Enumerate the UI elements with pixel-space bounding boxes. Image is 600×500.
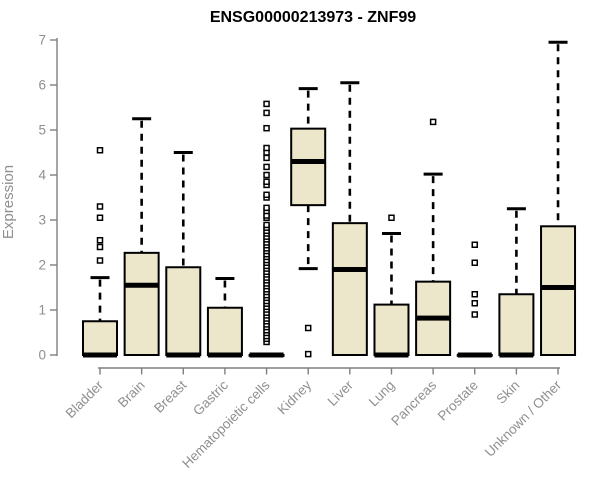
boxplot-group-liver (331, 81, 368, 356)
y-tick-label: 2 (38, 258, 46, 273)
boxplot-group-kidney (290, 87, 327, 358)
box (290, 127, 327, 207)
outlier-point (263, 163, 270, 171)
x-category-label-prostate: Prostate (435, 378, 481, 424)
median-line (332, 267, 367, 272)
outlier-point (263, 100, 270, 108)
y-tick-label: 6 (38, 78, 46, 93)
box (331, 222, 368, 356)
boxplot-group-pancreas (415, 118, 452, 356)
outlier-point (263, 171, 270, 179)
median-line (541, 285, 576, 290)
outlier-point (471, 300, 479, 307)
outlier-point (263, 144, 270, 152)
median-line (166, 352, 201, 358)
x-category-label-breast: Breast (151, 377, 189, 415)
boxplot-group-hematopoietic-cells (248, 100, 285, 358)
y-tick-label: 1 (38, 303, 46, 318)
median-line (83, 352, 117, 358)
median-line (499, 352, 534, 358)
x-category-label-pancreas: Pancreas (388, 377, 439, 428)
outlier-point (96, 237, 104, 244)
median-line (207, 352, 242, 358)
outlier-point (263, 109, 270, 117)
outlier-point (263, 204, 270, 212)
x-category-label-kidney: Kidney (275, 377, 315, 417)
box (498, 293, 535, 356)
boxplot-group-gastric (206, 277, 243, 358)
y-axis-label: Expression (0, 165, 17, 239)
x-category-label-liver: Liver (325, 377, 357, 409)
y-tick-label: 3 (38, 213, 46, 228)
outlier-point (96, 243, 104, 251)
x-category-label-skin: Skin (493, 378, 522, 407)
outlier-point (263, 124, 270, 132)
y-tick-label: 0 (38, 348, 46, 363)
outlier-point (471, 241, 479, 248)
outlier-point (471, 311, 479, 318)
boxplot-group-bladder (82, 147, 118, 358)
median-line (374, 352, 409, 358)
x-category-label-gastric: Gastric (190, 377, 231, 418)
y-tick-label: 5 (38, 123, 46, 138)
outlier-point (429, 118, 437, 126)
outlier-point (304, 324, 312, 332)
median-line (457, 352, 492, 358)
box (373, 303, 410, 357)
box (206, 306, 243, 356)
outlier-point (96, 257, 104, 264)
outlier-point (263, 154, 270, 162)
box (82, 320, 118, 356)
x-category-label-unknown-other: Unknown / Other (482, 377, 565, 460)
median-line (291, 159, 326, 164)
boxplot-group-lung (373, 214, 410, 358)
box (540, 225, 577, 356)
median-line (249, 352, 284, 358)
y-tick-label: 7 (38, 33, 46, 48)
x-category-label-bladder: Bladder (63, 377, 107, 421)
x-category-label-brain: Brain (115, 378, 148, 411)
outlier-point (304, 350, 312, 358)
chart-title: ENSG00000213973 - ZNF99 (210, 9, 416, 26)
boxplot-group-unknown-other (540, 40, 577, 356)
boxplot-group-prostate (456, 241, 493, 358)
x-category-label-lung: Lung (366, 378, 398, 410)
outlier-point (263, 221, 270, 229)
outlier-point (96, 214, 104, 221)
outlier-point (96, 147, 104, 154)
box (165, 266, 202, 356)
outlier-point (263, 178, 270, 185)
boxplot-group-brain (123, 117, 160, 357)
median-line (124, 282, 159, 288)
boxplot-group-breast (165, 151, 202, 358)
outlier-point (388, 214, 395, 221)
box (123, 251, 160, 357)
outlier-point (263, 191, 270, 199)
median-line (416, 315, 451, 321)
outlier-point (471, 259, 479, 266)
y-tick-label: 4 (38, 168, 46, 183)
outlier-point (471, 291, 479, 298)
boxplot-group-skin (498, 207, 535, 358)
outlier-point (96, 203, 104, 210)
